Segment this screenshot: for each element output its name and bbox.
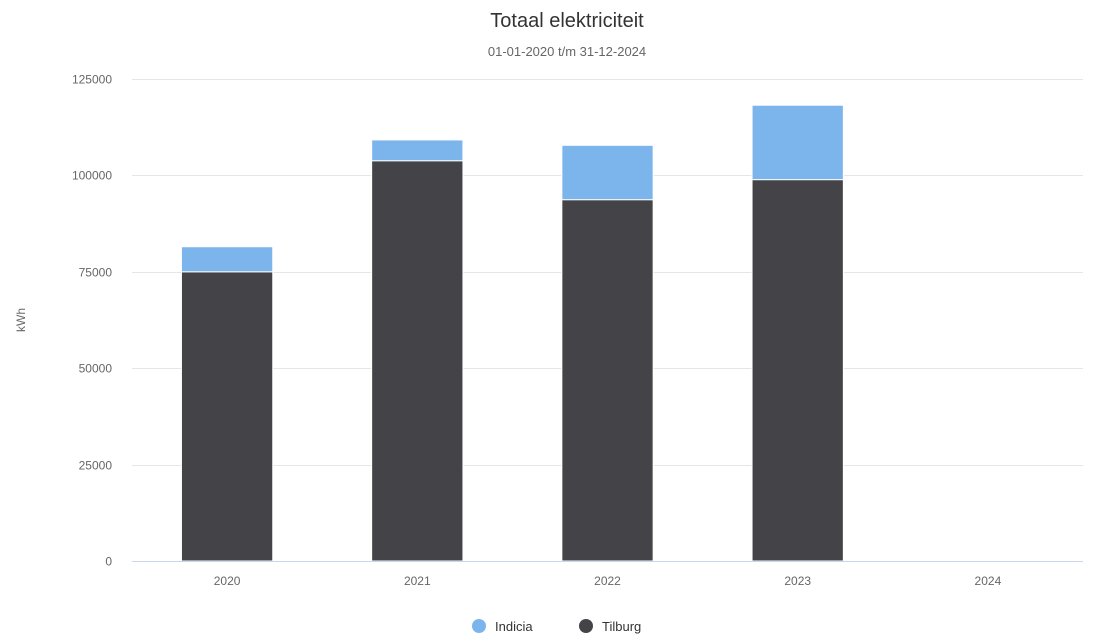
bar-indicia-2020[interactable] bbox=[180, 246, 274, 273]
x-tick-label: 2021 bbox=[404, 574, 431, 588]
bar-tilburg-2023[interactable] bbox=[751, 179, 844, 562]
legend-label: Tilburg bbox=[602, 619, 641, 634]
y-tick-label: 50000 bbox=[79, 362, 113, 376]
chart-title: Totaal elektriciteit bbox=[490, 10, 644, 32]
bars bbox=[180, 104, 844, 562]
legend-label: Indicia bbox=[495, 619, 533, 634]
y-axis-ticks: 0 25000 50000 75000 100000 125000 bbox=[72, 73, 112, 569]
bar-tilburg-2022[interactable] bbox=[561, 199, 654, 562]
y-tick-label: 75000 bbox=[79, 266, 113, 280]
x-tick-label: 2020 bbox=[214, 574, 241, 588]
legend-item-indicia[interactable]: Indicia bbox=[472, 619, 533, 634]
chart-subtitle: 01-01-2020 t/m 31-12-2024 bbox=[488, 44, 646, 59]
bar-tilburg-2020[interactable] bbox=[180, 271, 274, 562]
bar-indicia-2021[interactable] bbox=[371, 139, 464, 162]
x-tick-label: 2024 bbox=[975, 574, 1002, 588]
bar-tilburg-2021[interactable] bbox=[371, 160, 464, 562]
y-tick-label: 0 bbox=[105, 555, 112, 569]
legend-item-tilburg[interactable]: Tilburg bbox=[579, 619, 641, 634]
y-tick-label: 100000 bbox=[72, 169, 112, 183]
x-axis-ticks: 2020 2021 2022 2023 2024 bbox=[214, 574, 1002, 588]
x-tick-label: 2022 bbox=[594, 574, 621, 588]
y-axis-title: kWh bbox=[14, 308, 28, 332]
bar-indicia-2022[interactable] bbox=[561, 144, 654, 201]
legend-marker bbox=[472, 619, 486, 633]
y-tick-label: 125000 bbox=[72, 73, 112, 87]
x-tick-label: 2023 bbox=[784, 574, 811, 588]
bar-indicia-2023[interactable] bbox=[751, 104, 844, 181]
y-tick-label: 25000 bbox=[79, 459, 113, 473]
legend-marker bbox=[579, 619, 593, 633]
legend: Indicia Tilburg bbox=[472, 619, 641, 634]
